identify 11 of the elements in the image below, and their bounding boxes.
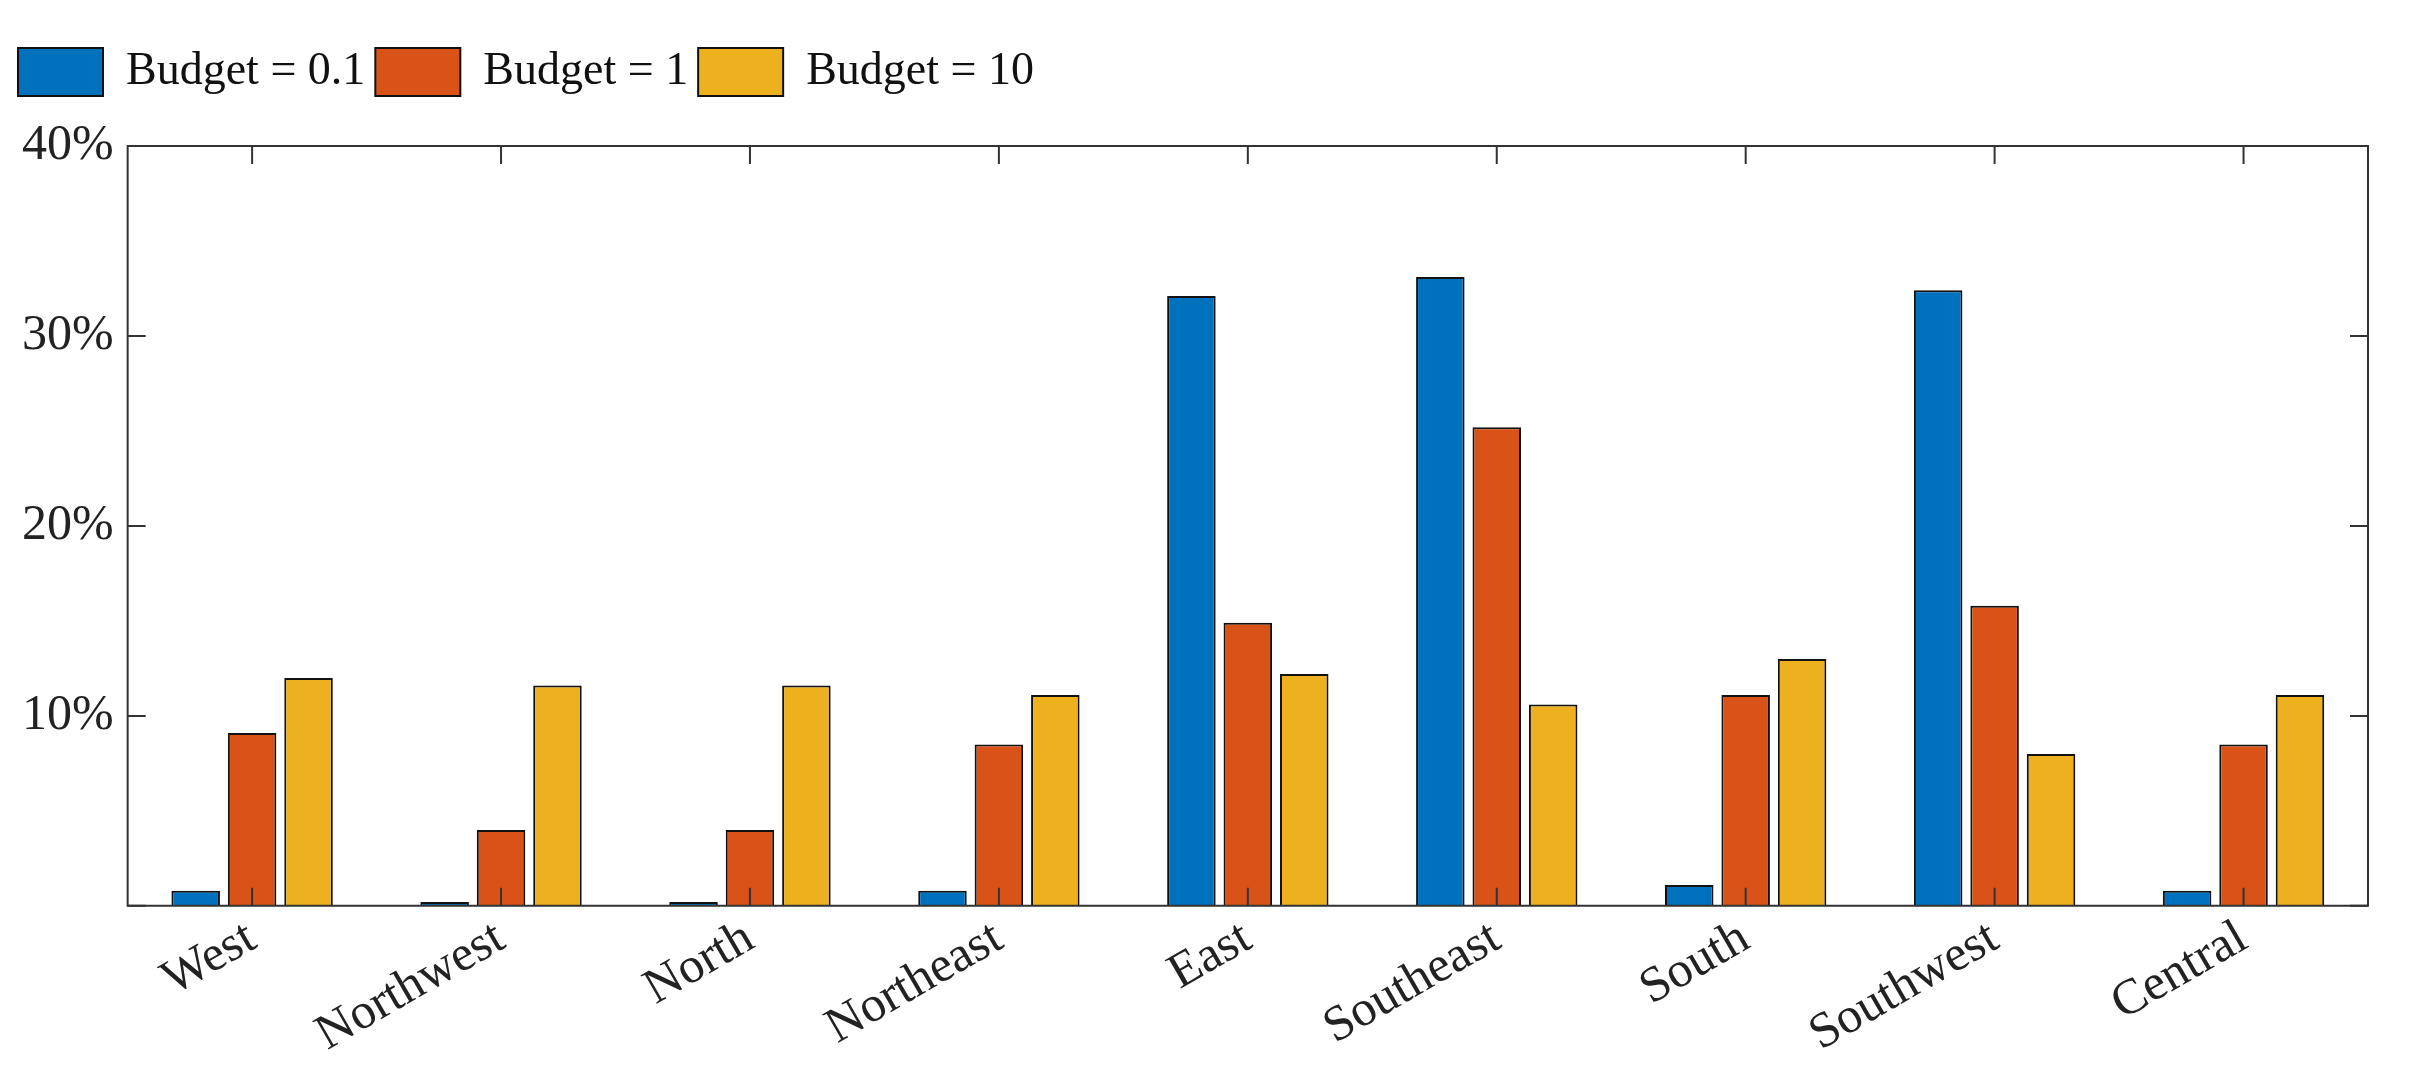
legend-label: Budget = 10 bbox=[806, 43, 1034, 95]
x-tick-label: East bbox=[1157, 907, 1260, 999]
y-tick-label: 10% bbox=[21, 684, 114, 741]
x-tick-label: South bbox=[1628, 907, 1758, 1015]
legend-label: Budget = 0.1 bbox=[126, 43, 366, 95]
y-tick-label: 40% bbox=[21, 114, 114, 171]
x-tick-label: North bbox=[633, 907, 763, 1015]
legend-label: Budget = 1 bbox=[483, 43, 689, 95]
y-tick-label: 20% bbox=[21, 494, 114, 551]
y-tick-label: 30% bbox=[21, 304, 114, 361]
x-tick-label: West bbox=[150, 907, 265, 1006]
